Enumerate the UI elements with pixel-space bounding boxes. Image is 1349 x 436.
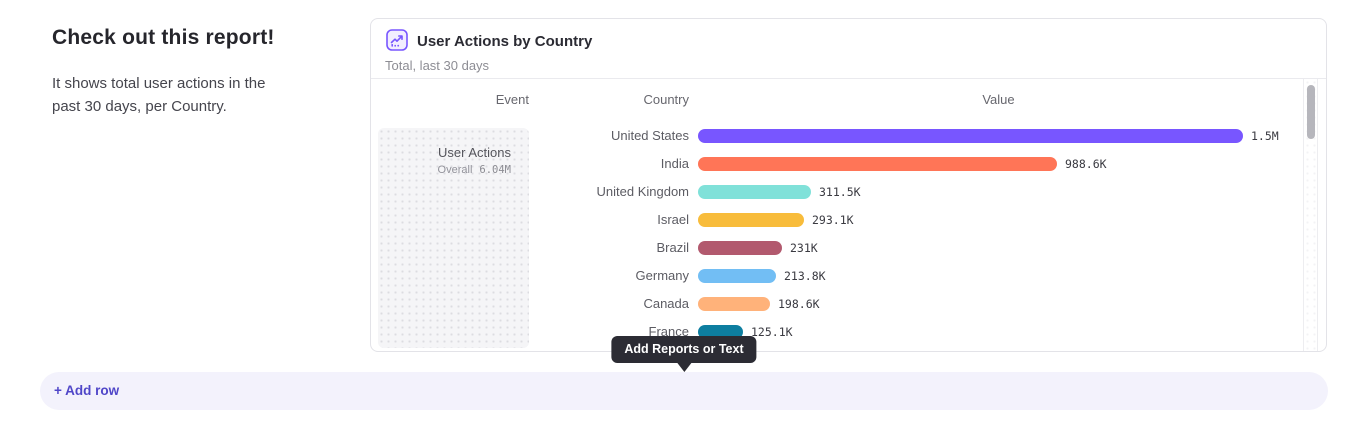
- value-label: 988.6K: [1065, 157, 1107, 171]
- value-bar[interactable]: [698, 297, 770, 311]
- table-row: Germany 213.8K: [371, 262, 1326, 290]
- value-label: 311.5K: [819, 185, 861, 199]
- line-chart-icon: [386, 29, 408, 51]
- value-bar[interactable]: [698, 213, 804, 227]
- value-bar[interactable]: [698, 269, 776, 283]
- add-row-button[interactable]: + Add row: [40, 372, 1328, 410]
- country-label: Brazil: [656, 240, 689, 255]
- report-card-header: User Actions by Country Total, last 30 d…: [371, 19, 1326, 79]
- tooltip-caret: [676, 363, 691, 372]
- table-row: United Kingdom 311.5K: [371, 178, 1326, 206]
- value-bar[interactable]: [698, 325, 743, 339]
- table-row: Israel 293.1K: [371, 206, 1326, 234]
- country-label: United Kingdom: [596, 184, 690, 199]
- value-bar[interactable]: [698, 129, 1243, 143]
- value-label: 231K: [790, 241, 818, 255]
- page-description: It shows total user actions in the past …: [52, 75, 266, 115]
- overall-value: 6.04M: [479, 164, 511, 176]
- country-label: France: [648, 324, 689, 339]
- report-card[interactable]: User Actions by Country Total, last 30 d…: [370, 18, 1327, 352]
- country-label: United States: [610, 128, 689, 143]
- country-label: India: [660, 156, 689, 171]
- value-bar[interactable]: [698, 185, 811, 199]
- table-row: Canada 198.6K: [371, 290, 1326, 318]
- table-row: Brazil 231K: [371, 234, 1326, 262]
- column-header-event: Event: [495, 92, 529, 107]
- value-label: 1.5M: [1251, 129, 1279, 143]
- value-label: 293.1K: [812, 213, 854, 227]
- value-label: 213.8K: [784, 269, 826, 283]
- add-reports-tooltip: Add Reports or Text: [611, 336, 757, 372]
- event-overall: Overall 6.04M: [378, 164, 511, 176]
- column-header-country: Country: [643, 92, 689, 107]
- value-label: 125.1K: [751, 325, 793, 339]
- column-header-value: Value: [982, 92, 1015, 107]
- scrollbar-thumb[interactable]: [1307, 85, 1315, 139]
- tooltip-label: Add Reports or Text: [624, 342, 744, 356]
- event-cell: User Actions Overall 6.04M: [378, 128, 529, 348]
- value-bar[interactable]: [698, 157, 1057, 171]
- value-bar[interactable]: [698, 241, 782, 255]
- country-label: Canada: [643, 296, 689, 311]
- value-label: 198.6K: [778, 297, 820, 311]
- table-row: United States 1.5M: [371, 122, 1326, 150]
- country-label: Germany: [635, 268, 689, 283]
- report-title: User Actions by Country: [417, 33, 593, 50]
- country-label: Israel: [657, 212, 689, 227]
- event-name: User Actions: [438, 145, 511, 160]
- overall-label: Overall: [437, 164, 473, 176]
- add-row-label: + Add row: [54, 383, 120, 398]
- table-row: India 988.6K: [371, 150, 1326, 178]
- vertical-scrollbar[interactable]: [1303, 79, 1318, 351]
- report-subtitle: Total, last 30 days: [385, 58, 490, 73]
- table-row: France 125.1K: [371, 318, 1326, 346]
- page-title: Check out this report!: [52, 26, 275, 49]
- chart-rows: United States 1.5M India 988.6K United Kingd…: [371, 122, 1326, 346]
